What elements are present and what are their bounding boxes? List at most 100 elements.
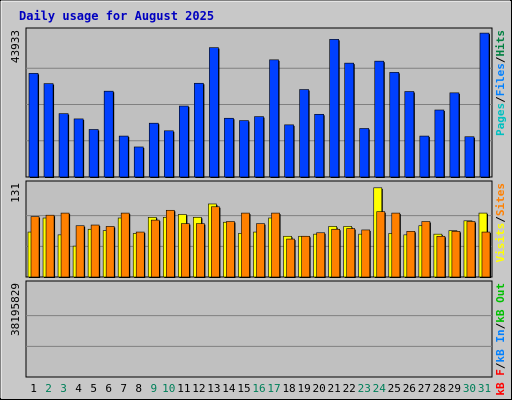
legend-entry: Pages [494,103,507,136]
bar-hits-day-15 [239,120,249,178]
bar-sites-day-5 [90,224,100,278]
bar-hits-day-22 [344,62,355,178]
bar-hits-day-14 [224,117,234,178]
x-tick-label-day-17: 17 [267,382,280,395]
panel-kbytes-legend: kB F/kB In/kB Out [494,283,507,396]
bar-sites-day-29 [451,231,461,278]
chart-panels: 43933Pages/Files/Hits131Visits/Sites3819… [9,27,507,396]
bar-sites-day-17 [271,212,280,278]
bar-hits-day-5 [88,129,99,178]
x-tick-label-day-18: 18 [282,382,295,395]
bar-sites-day-10 [165,209,175,278]
bar-sites-day-11 [181,223,190,278]
bar-sites-day-13 [211,206,220,278]
bar-sites-day-3 [60,212,70,278]
bar-hits-day-19 [299,89,309,178]
x-tick-label-day-6: 6 [105,382,112,395]
x-tick-label-day-5: 5 [90,382,97,395]
bar-hits-day-6 [103,90,114,178]
x-tick-label-day-11: 11 [177,382,190,395]
x-tick-label-day-14: 14 [222,382,236,395]
bar-sites-day-18 [286,238,295,278]
x-tick-label-day-21: 21 [328,382,341,395]
bar-hits-day-3 [58,113,69,178]
x-tick-label-day-1: 1 [30,382,37,395]
x-tick-label-day-15: 15 [237,382,250,395]
x-tick-label-day-27: 27 [418,382,431,395]
bar-sites-day-30 [466,221,476,278]
bar-hits-day-2 [43,83,54,178]
bar-sites-day-15 [241,212,250,278]
x-tick-label-day-31: 31 [478,382,491,395]
x-tick-label-day-26: 26 [403,382,416,395]
panel-visits-max-label: 131 [9,183,22,203]
x-tick-label-day-24: 24 [373,382,387,395]
bar-hits-day-1 [28,73,39,178]
panel-pages-max-label: 43933 [9,30,22,63]
bar-hits-day-21 [329,39,339,178]
x-tick-label-day-7: 7 [120,382,127,395]
bar-sites-day-7 [120,212,130,278]
bar-sites-day-8 [135,231,145,278]
bar-hits-day-23 [359,128,370,178]
bar-sites-day-20 [316,232,325,278]
bar-hits-day-18 [284,124,294,178]
x-tick-label-day-16: 16 [252,382,265,395]
bar-sites-day-25 [391,212,401,278]
x-tick-label-day-10: 10 [162,382,175,395]
bar-sites-day-1 [30,216,40,278]
bar-hits-day-8 [133,146,144,178]
x-tick-label-day-30: 30 [463,382,476,395]
bar-sites-day-4 [75,225,85,278]
bar-sites-day-16 [256,223,265,278]
x-tick-label-day-22: 22 [343,382,356,395]
x-tick-label-day-20: 20 [313,382,326,395]
bar-sites-day-6 [105,226,115,278]
x-tick-label-day-19: 19 [297,382,310,395]
bar-hits-day-30 [464,136,475,178]
bar-hits-day-29 [449,92,460,178]
bar-sites-day-14 [226,221,235,278]
bar-hits-day-9 [148,122,159,178]
bar-hits-day-28 [434,109,445,178]
x-tick-label-day-2: 2 [45,382,52,395]
bar-sites-day-24 [376,211,386,278]
legend-entry: kB F [494,369,507,396]
legend-entry: kB Out [494,283,507,323]
legend-entry: / [494,322,507,329]
bar-hits-day-10 [163,130,174,178]
bar-hits-day-12 [194,82,204,178]
panel-visits: 131 Visits/Sites [9,180,507,278]
bar-sites-day-26 [406,231,416,278]
bar-sites-day-2 [45,214,55,278]
legend-entry: / [494,216,507,223]
legend-entry: / [494,362,507,369]
bar-sites-day-19 [301,235,310,278]
x-tick-label-day-23: 23 [358,382,371,395]
x-tick-label-day-3: 3 [60,382,67,395]
bar-hits-day-7 [118,135,129,178]
legend-entry: / [494,96,507,103]
bar-hits-day-20 [314,113,324,178]
legend-entry: Sites [494,183,507,216]
panel-kbytes-max-label: 38195829 [9,283,22,336]
x-tick-label-day-25: 25 [388,382,401,395]
x-tick-label-day-28: 28 [433,382,446,395]
bar-hits-day-25 [389,72,400,178]
bar-hits-day-17 [269,59,279,178]
panel-kbytes: 38195829 kB F/kB In/kB Out [9,280,507,396]
bar-sites-day-9 [150,219,160,278]
x-axis-labels: 1 2 3 4 5 6 7 8 9 10 11 12 13 14 15 16 17 18 19 20 21 22 23 24 2… [30,382,491,395]
bar-sites-day-22 [346,228,356,278]
bar-sites-day-28 [436,235,446,278]
panel-kbytes-plot-area [25,280,493,378]
x-tick-label-day-9: 9 [150,382,157,395]
panel-visits-legend: Visits/Sites [494,183,507,263]
bar-sites-day-27 [421,221,431,278]
legend-entry: Visits [494,223,507,263]
x-tick-label-day-4: 4 [75,382,82,395]
legend-entry: Hits [494,30,507,57]
x-tick-label-day-13: 13 [207,382,220,395]
